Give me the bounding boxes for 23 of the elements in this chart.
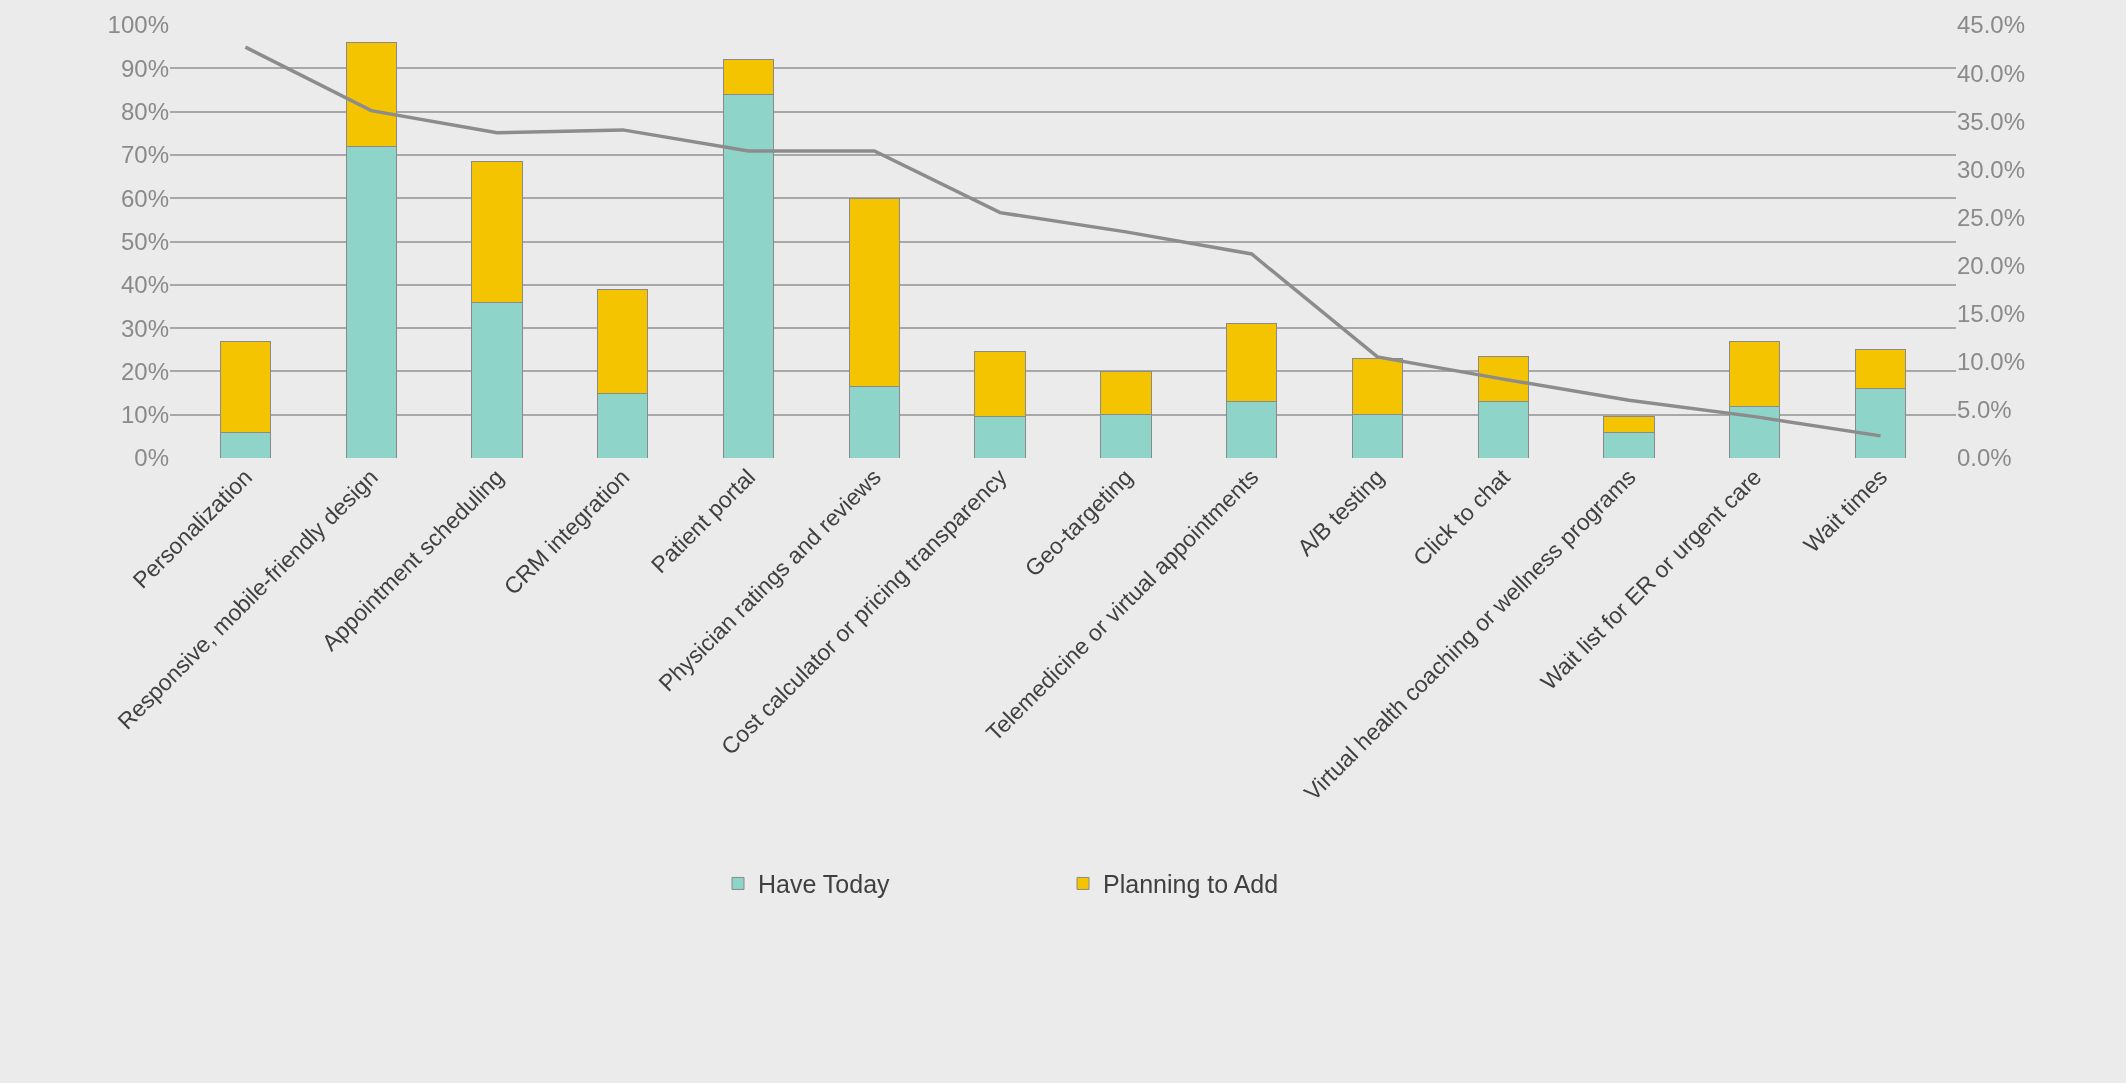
y2-tick-label: 30.0% (1957, 155, 2026, 183)
y2-tick-label: 10.0% (1957, 348, 2026, 376)
y-tick-label: 90% (120, 54, 169, 82)
y2-tick-label: 35.0% (1957, 107, 2026, 135)
y-tick-label: 10% (120, 401, 169, 429)
y-tick-label: 50% (120, 227, 169, 255)
y-tick-label: 60% (120, 184, 169, 212)
y2-tick-label: 25.0% (1957, 203, 2026, 231)
y2-tick-label: 20.0% (1957, 251, 2026, 279)
y2-tick-label: 45.0% (1957, 11, 2026, 39)
y2-tick-label: 0.0% (1957, 444, 2012, 472)
y-tick-label: 70% (120, 141, 169, 169)
y2-tick-label: 40.0% (1957, 59, 2026, 87)
legend-label: Planning to Add (1103, 870, 1279, 899)
y-tick-label: 20% (120, 357, 169, 385)
y-tick-label: 0% (134, 444, 169, 472)
y-tick-label: 30% (120, 314, 169, 342)
y-tick-label: 100% (107, 11, 169, 39)
legend-label: Have Today (758, 870, 891, 899)
y-tick-label: 80% (120, 98, 169, 125)
y2-tick-label: 5.0% (1957, 396, 2012, 424)
y2-tick-label: 15.0% (1957, 300, 2026, 328)
y-tick-label: 40% (120, 271, 169, 299)
